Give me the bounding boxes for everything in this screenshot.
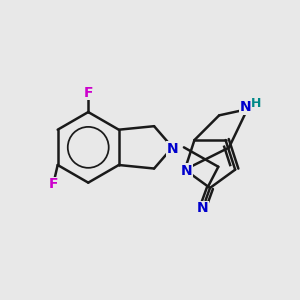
Text: N: N <box>167 142 178 156</box>
Text: H: H <box>251 98 261 110</box>
Text: F: F <box>83 85 93 100</box>
Text: F: F <box>49 177 58 191</box>
Text: N: N <box>240 100 251 114</box>
Text: N: N <box>181 164 192 178</box>
Text: N: N <box>197 201 209 215</box>
